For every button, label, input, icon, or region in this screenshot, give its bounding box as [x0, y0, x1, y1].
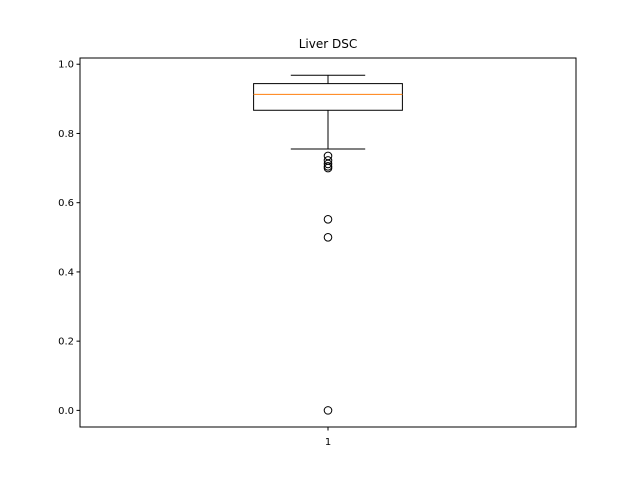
y-tick-label: 0.6 [58, 198, 74, 209]
outlier-point [323, 233, 333, 242]
y-tick-label: 0.0 [58, 406, 74, 417]
y-tick-label: 0.8 [58, 129, 74, 140]
outlier-point [323, 159, 333, 169]
y-tick-label: 0.4 [58, 267, 74, 278]
outlier-point [323, 151, 333, 161]
plot-area: 0.0 0.2 0.4 0.6 0.8 1.0 1 [58, 60, 403, 448]
outlier-point [323, 215, 333, 224]
outlier-point [323, 406, 333, 415]
y-tick-label: 1.0 [58, 60, 74, 71]
y-tick-label: 0.2 [58, 337, 74, 348]
box-iqr [253, 83, 403, 111]
axes-frame [79, 57, 577, 428]
x-tick-label: 1 [325, 437, 331, 448]
outlier-point [323, 163, 333, 173]
chart-title: Liver DSC [299, 37, 358, 51]
